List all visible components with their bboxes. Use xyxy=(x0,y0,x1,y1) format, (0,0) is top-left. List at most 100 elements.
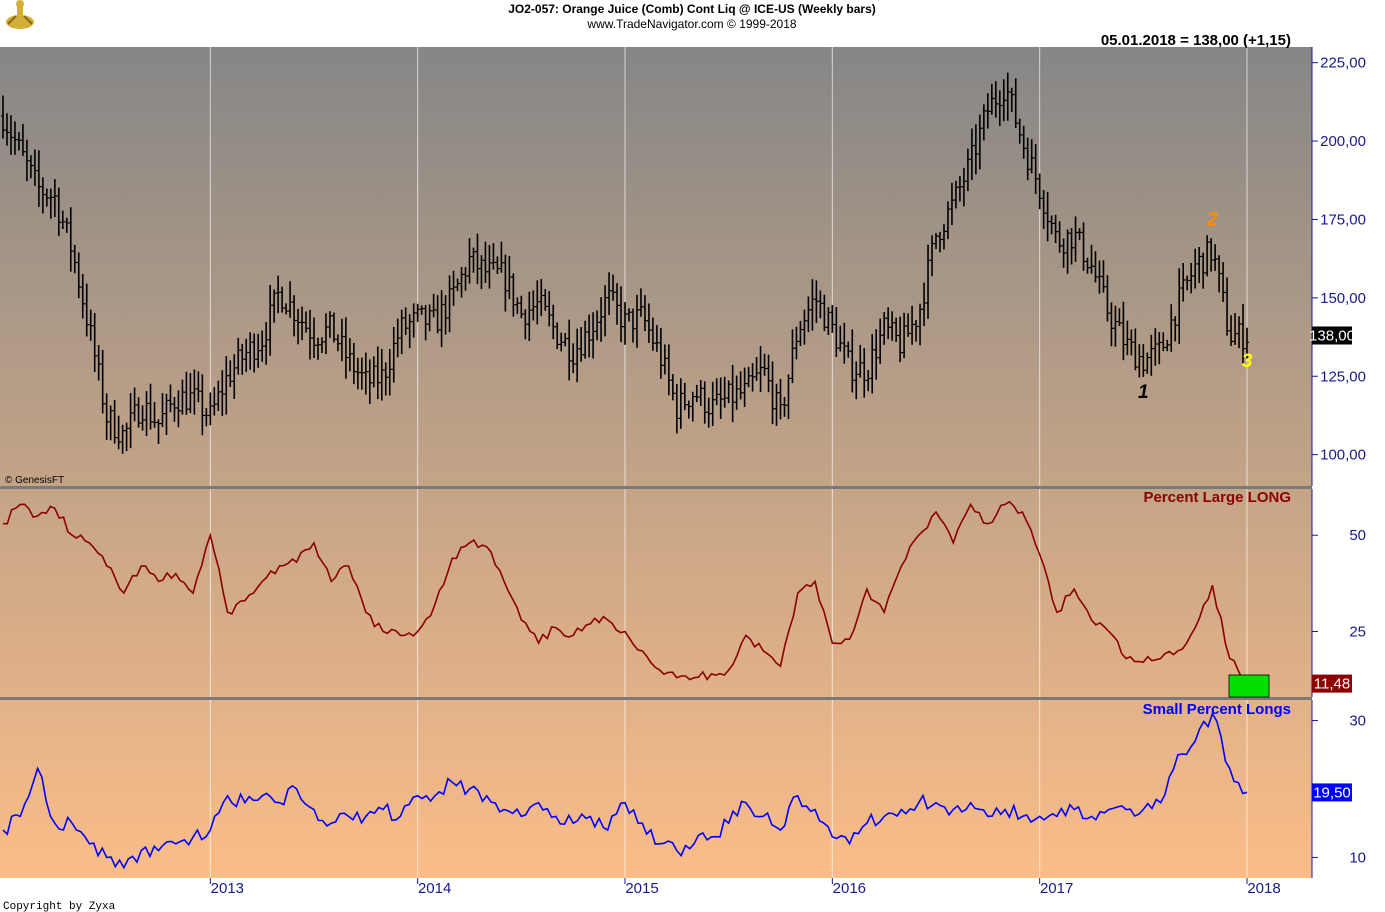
price-bar xyxy=(806,296,811,333)
x-tick-label: 2017 xyxy=(1040,880,1073,897)
price-bar xyxy=(1145,352,1150,374)
chart-subtitle: www.TradeNavigator.com © 1999-2018 xyxy=(586,17,796,31)
price-bar xyxy=(830,305,835,333)
price-bar xyxy=(1237,316,1242,349)
price-bar xyxy=(308,309,313,360)
price-bar xyxy=(1197,246,1202,284)
price-bar xyxy=(1173,316,1178,342)
price-bar xyxy=(834,307,839,357)
small-long-line xyxy=(2,711,1248,870)
price-bar xyxy=(694,384,699,403)
price-bar xyxy=(260,330,265,362)
price-bar xyxy=(977,114,982,170)
price-bar xyxy=(1025,137,1030,181)
price-bar xyxy=(455,278,460,292)
small-long-y-axis: 30 10 19,50 xyxy=(1311,700,1366,878)
price-y-axis: 225,00 200,00 175,00 150,00 125,00 100,00 138,… xyxy=(1309,47,1366,486)
y-tick-label: 175,00 xyxy=(1320,211,1366,228)
price-bar xyxy=(539,278,544,317)
price-bar xyxy=(1121,301,1126,361)
price-bar xyxy=(20,124,25,156)
price-bar xyxy=(1133,328,1138,371)
price-bar xyxy=(973,124,978,175)
price-bar xyxy=(116,415,121,450)
price-bar xyxy=(918,303,923,346)
last-quote: 05.01.2018 = 138,00 (+1,15) xyxy=(1101,32,1291,49)
price-bar xyxy=(1189,262,1194,294)
price-bar xyxy=(371,356,376,388)
price-bar xyxy=(1069,227,1074,265)
price-bar xyxy=(894,317,899,342)
price-bar xyxy=(48,188,53,219)
price-bar xyxy=(519,295,524,319)
price-bar xyxy=(862,348,867,398)
y-tick-label: 50 xyxy=(1349,527,1366,544)
price-bar xyxy=(168,384,173,413)
price-bar xyxy=(898,316,903,363)
price-bar xyxy=(758,345,763,393)
price-bar xyxy=(367,359,372,404)
price-bar xyxy=(587,314,592,358)
price-bar xyxy=(459,267,464,298)
price-bar xyxy=(347,338,352,372)
price-bar xyxy=(236,337,241,375)
price-bar xyxy=(335,334,340,352)
price-bar xyxy=(351,342,356,385)
price-bar xyxy=(638,288,643,317)
price-bar xyxy=(1109,302,1114,347)
price-bar xyxy=(818,290,823,319)
price-bar xyxy=(415,303,420,322)
price-bar xyxy=(363,352,368,395)
price-bar xyxy=(56,187,61,236)
y-tick-label: 100,00 xyxy=(1320,447,1366,464)
price-bar xyxy=(682,382,687,411)
price-bar xyxy=(495,256,500,274)
price-bar xyxy=(184,371,189,415)
last-value-tag xyxy=(1312,326,1352,345)
price-bar xyxy=(993,81,998,118)
price-bar xyxy=(32,149,37,186)
price-bar xyxy=(180,379,185,415)
price-bar xyxy=(850,329,855,393)
price-bar xyxy=(1209,238,1214,272)
price-bar xyxy=(591,312,596,359)
price-bar xyxy=(1213,244,1218,271)
price-bar xyxy=(726,380,731,404)
price-bar xyxy=(603,285,608,337)
price-bar xyxy=(1021,125,1026,159)
price-bar xyxy=(132,387,137,422)
price-bar xyxy=(4,113,9,146)
price-bar xyxy=(300,306,305,341)
price-bar xyxy=(957,176,962,202)
price-bar xyxy=(304,311,309,333)
price-bar xyxy=(200,374,205,436)
price-bar xyxy=(702,381,707,424)
price-bar xyxy=(738,371,743,400)
x-tick-label: 2016 xyxy=(833,880,866,897)
price-bar xyxy=(1,95,5,139)
price-bar xyxy=(359,357,364,390)
price-bar xyxy=(403,307,408,335)
last-value-tag xyxy=(1312,783,1352,802)
price-bar xyxy=(100,349,105,414)
price-bar xyxy=(319,337,324,353)
price-bar xyxy=(810,279,815,331)
last-value-label: 11,48 xyxy=(1314,676,1350,693)
price-bar xyxy=(1137,344,1142,378)
price-bar xyxy=(906,313,911,337)
price-bar xyxy=(331,312,336,343)
price-bar xyxy=(276,275,281,314)
price-bar xyxy=(937,231,942,253)
price-bar xyxy=(642,295,647,332)
price-bar xyxy=(232,354,237,400)
price-bar xyxy=(778,378,783,420)
price-bar xyxy=(926,244,931,319)
price-bar xyxy=(395,318,400,358)
price-bar xyxy=(264,322,269,365)
price-bar xyxy=(619,286,624,343)
y-tick-label: 125,00 xyxy=(1320,368,1366,385)
price-bar xyxy=(156,419,161,444)
wave-labels: 1 2 3 xyxy=(1138,210,1253,403)
price-bar xyxy=(1037,173,1042,210)
price-bar xyxy=(794,326,799,360)
